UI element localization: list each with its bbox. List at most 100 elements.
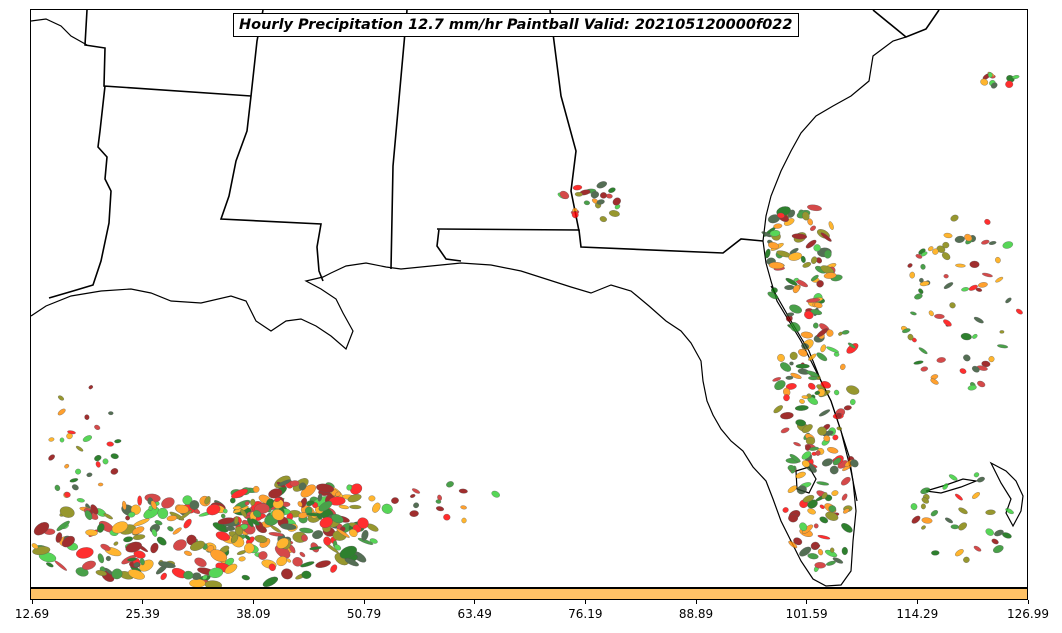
- paintball-blob: [156, 536, 167, 546]
- paintball-blob: [258, 551, 268, 560]
- paintball-blob: [841, 523, 853, 533]
- paintball-blob: [297, 501, 303, 507]
- paintball-blob: [990, 82, 998, 89]
- paintball-blob: [920, 503, 926, 510]
- paintball-blob: [816, 280, 824, 288]
- paintball-blob: [814, 562, 826, 569]
- paintball-blob: [830, 547, 835, 553]
- paintball-blob: [150, 500, 157, 510]
- bahamas-island-1: [925, 478, 979, 494]
- paintball-blob: [435, 506, 445, 512]
- paintball-blob: [94, 455, 102, 462]
- paintball-blob: [930, 510, 939, 517]
- paintball-blob: [843, 405, 852, 411]
- paintball-blob: [811, 256, 818, 264]
- paintball-blob: [31, 543, 39, 549]
- paintball-blob: [942, 241, 950, 249]
- paintball-blob: [930, 378, 939, 385]
- paintball-blob: [250, 518, 260, 526]
- paintball-blob: [814, 302, 823, 309]
- paintball-blob: [1005, 508, 1014, 515]
- paintball-blob: [969, 260, 980, 268]
- paintball-blob: [920, 251, 928, 257]
- paintball-blob: [232, 505, 242, 510]
- paintball-blob: [55, 532, 63, 543]
- paintball-blob: [768, 262, 785, 269]
- paintball-blob: [167, 526, 174, 532]
- paintball-blob: [1005, 80, 1014, 88]
- paintball-blob: [33, 522, 50, 536]
- colorbar-tick-label: 76.19: [568, 607, 603, 621]
- paintball-blob: [349, 529, 358, 537]
- paintball-blob: [777, 212, 785, 219]
- paintball-blob: [915, 254, 923, 259]
- paintball-blob: [816, 352, 828, 362]
- paintball-blob: [215, 531, 231, 541]
- map-panel: [30, 9, 1028, 588]
- paintball-blob: [850, 398, 856, 406]
- paintball-blob: [85, 529, 98, 536]
- paintball-blob: [335, 491, 341, 497]
- paintball-blob: [97, 553, 105, 564]
- paintball-blob: [802, 262, 812, 268]
- paintball-blob: [813, 322, 819, 329]
- paintball-blob: [189, 578, 206, 587]
- paintball-blob: [819, 504, 825, 509]
- paintball-blob: [980, 78, 989, 86]
- paintball-blob: [309, 546, 322, 551]
- paintball-blob: [943, 274, 949, 279]
- paintball-blob: [795, 419, 807, 427]
- colorbar-tick-label: 114.29: [896, 607, 939, 621]
- paintball-blob: [801, 451, 812, 460]
- paintball-blob: [813, 244, 821, 252]
- paintball-blob: [807, 508, 816, 515]
- paintball-blob: [458, 488, 468, 494]
- paintball-blob: [347, 494, 362, 503]
- paintball-blob: [38, 551, 57, 563]
- paintball-blob: [103, 513, 113, 520]
- paintball-blob: [114, 439, 122, 444]
- paintball-blob: [815, 450, 821, 456]
- paintball-blob: [368, 495, 376, 502]
- paintball-blob: [850, 459, 859, 468]
- paintball-blob: [806, 370, 820, 378]
- colorbar-tick-label: 50.79: [346, 607, 382, 621]
- paintball-blob: [301, 534, 308, 542]
- paintball-blob: [301, 570, 312, 579]
- colorbar-tick-label: 101.59: [785, 607, 828, 621]
- paintball-blob: [268, 563, 276, 571]
- paintball-blob: [808, 353, 817, 361]
- paintball-blob: [241, 574, 250, 581]
- paintball-blob: [807, 204, 822, 211]
- paintball-blob: [789, 304, 802, 314]
- paintball-blob: [829, 465, 839, 475]
- paintball-blob: [788, 513, 799, 523]
- paintball-blob: [1016, 308, 1023, 315]
- paintball-blob: [807, 553, 819, 560]
- paintball-blob: [841, 476, 851, 486]
- paintball-blob: [813, 523, 819, 529]
- paintball-blob: [943, 319, 952, 327]
- paintball-blob: [995, 256, 1001, 264]
- colorbar-tick-mark: [806, 600, 808, 604]
- paintball-blob: [942, 483, 949, 490]
- paintball-blob: [818, 409, 831, 417]
- paintball-blob: [411, 488, 421, 494]
- paintball-blob: [973, 316, 984, 324]
- colorbar-tick-mark: [474, 600, 476, 604]
- paintball-blob: [817, 535, 831, 540]
- paintball-blob: [600, 192, 607, 199]
- paintball-blob: [460, 505, 467, 510]
- paintball-blob: [299, 551, 306, 558]
- paintball-blob: [780, 362, 792, 372]
- paintball-blob: [794, 405, 809, 411]
- paintball-blob: [847, 342, 856, 349]
- paintball-blob: [281, 568, 293, 580]
- paintball-blob: [491, 490, 500, 498]
- paintball-blob: [782, 507, 789, 513]
- paintball-blob: [972, 334, 978, 339]
- tennessee-corner: [31, 18, 88, 46]
- paintball-blob: [817, 548, 824, 556]
- paintball-blob: [941, 252, 951, 261]
- paintball-blob: [817, 426, 827, 436]
